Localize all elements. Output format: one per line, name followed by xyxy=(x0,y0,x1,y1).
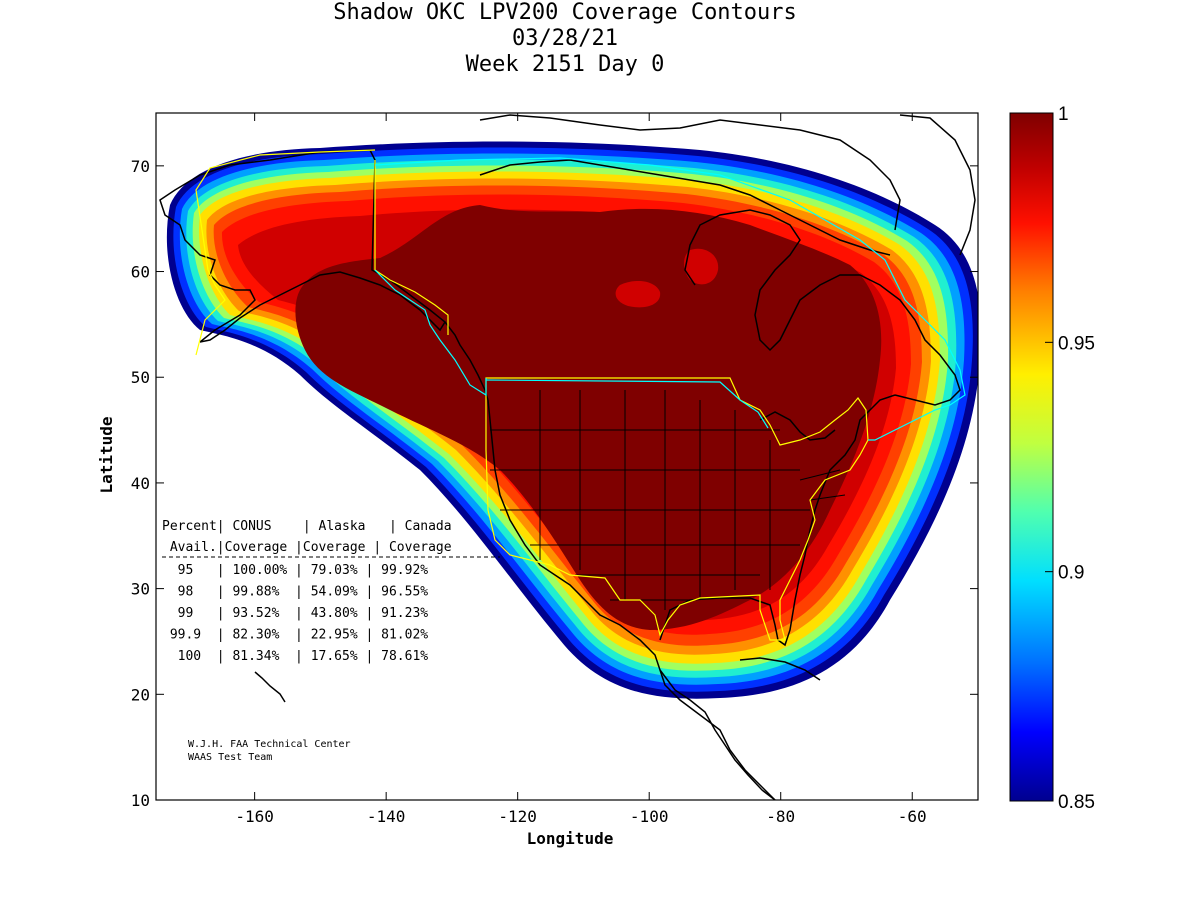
x-axis-title: Longitude xyxy=(527,829,614,848)
colorbar: 1 0.95 0.9 0.85 xyxy=(1009,104,1095,813)
colorbar-gradient xyxy=(1009,112,1054,802)
coastline-cuba xyxy=(739,657,821,681)
coastline-arctic-islands xyxy=(479,114,901,231)
colorbar-label: 0.95 xyxy=(1058,333,1095,354)
coverage-contours xyxy=(166,141,978,699)
table-rows: 95 | 100.00% | 79.03% | 99.92% 98 | 99.8… xyxy=(162,563,428,664)
x-tick-label: -140 xyxy=(367,807,406,826)
chart-title: Shadow OKC LPV200 Coverage Contours 03/2… xyxy=(265,0,865,78)
coastline-east-canada xyxy=(684,209,961,406)
colorbar-labels: 1 0.95 0.9 0.85 xyxy=(1045,104,1095,813)
x-tick-label: -160 xyxy=(235,807,274,826)
plot-frame xyxy=(155,112,979,801)
x-tick-label: -120 xyxy=(498,807,537,826)
credit-line-2: WAAS Test Team xyxy=(188,752,272,763)
coastline-central-america xyxy=(659,669,776,800)
y-tick-label: 20 xyxy=(131,685,150,704)
title-line-1: Shadow OKC LPV200 Coverage Contours xyxy=(333,0,797,25)
table-row: 100 | 81.34% | 17.65% | 78.61% xyxy=(162,649,428,664)
y-tick-label: 10 xyxy=(131,791,150,810)
y-tick-label: 70 xyxy=(131,157,150,176)
credit-line-1: W.J.H. FAA Technical Center xyxy=(188,739,351,750)
coverage-table: Percent| CONUS | Alaska | Canada Avail.|… xyxy=(162,519,500,664)
title-line-2: 03/28/21 xyxy=(512,26,618,51)
table-row: 95 | 100.00% | 79.03% | 99.92% xyxy=(162,563,428,578)
colorbar-label: 0.9 xyxy=(1058,563,1084,584)
coastline-alaska xyxy=(159,149,446,343)
coastline-great-lakes xyxy=(759,411,836,441)
title-line-3: Week 2151 Day 0 xyxy=(465,52,665,77)
y-tick-label: 30 xyxy=(131,580,150,599)
y-axis-ticks: 10 20 30 40 50 60 70 xyxy=(131,157,978,810)
coastline-greenland xyxy=(899,114,976,256)
y-tick-label: 40 xyxy=(131,474,150,493)
coastline-gulf xyxy=(659,394,896,647)
coverage-patch xyxy=(684,248,719,285)
canada-boundary xyxy=(374,157,966,441)
table-row: 99.9 | 82.30% | 22.95% | 81.02% xyxy=(162,628,428,643)
state-boundaries xyxy=(490,390,846,610)
table-header-1: Percent| CONUS | Alaska | Canada xyxy=(162,519,452,534)
coastline-hawaii xyxy=(254,671,286,703)
coastline-arctic xyxy=(479,159,891,256)
y-tick-label: 50 xyxy=(131,368,150,387)
table-row: 99 | 93.52% | 43.80% | 91.23% xyxy=(162,606,428,621)
coverage-patch xyxy=(615,280,661,308)
x-tick-label: -60 xyxy=(898,807,927,826)
table-row: 98 | 99.88% | 54.09% | 96.55% xyxy=(162,585,428,600)
x-tick-label: -100 xyxy=(630,807,669,826)
x-axis-ticks: -160 -140 -120 -100 -80 -60 xyxy=(235,113,927,826)
coastline-us-west xyxy=(487,399,776,800)
table-header-2: Avail.|Coverage |Coverage | Coverage xyxy=(162,540,452,555)
coastlines xyxy=(159,114,976,800)
colorbar-label: 1 xyxy=(1058,104,1069,125)
x-tick-label: -80 xyxy=(766,807,795,826)
colorbar-label: 0.85 xyxy=(1058,792,1095,813)
y-tick-label: 60 xyxy=(131,263,150,282)
coastline-canada-west xyxy=(444,321,489,401)
y-axis-title: Latitude xyxy=(97,416,116,493)
